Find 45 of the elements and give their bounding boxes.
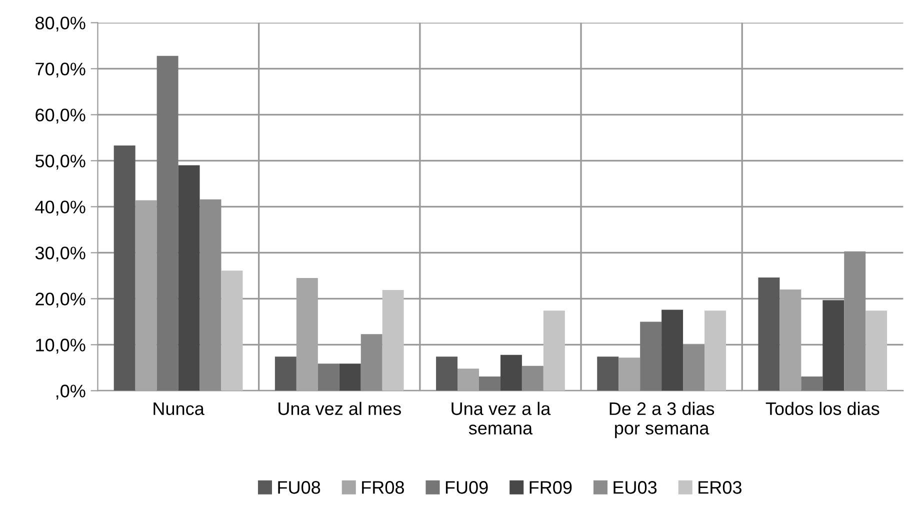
bar — [200, 199, 222, 391]
bar — [500, 354, 522, 391]
y-tick-label: 80,0% — [36, 16, 86, 32]
legend-label: FR09 — [530, 481, 572, 494]
bar — [662, 310, 684, 391]
x-tick-label: Una vez a la semana — [452, 402, 551, 435]
legend-label: EU03 — [614, 481, 657, 494]
x-tick-label: Todos los dias — [766, 402, 880, 416]
bar — [844, 251, 866, 391]
bar — [866, 310, 888, 391]
y-tick-label: 40,0% — [35, 200, 86, 216]
y-tick-label: 20,0% — [36, 292, 86, 308]
bar — [360, 334, 382, 391]
y-tick-label: 60,0% — [36, 108, 86, 124]
legend-label: FU09 — [446, 481, 488, 494]
bar — [156, 56, 178, 391]
bar — [758, 278, 780, 391]
bar — [704, 310, 726, 391]
legend-label: ER03 — [698, 481, 742, 494]
bar — [114, 146, 136, 391]
legend-label: FU08 — [278, 481, 320, 494]
y-tick-label: 50,0% — [35, 154, 86, 170]
bar — [436, 356, 458, 391]
x-tick-label: Nunca — [154, 402, 204, 416]
bar — [339, 364, 361, 391]
bar — [597, 356, 619, 391]
bar — [274, 356, 296, 391]
x-tick-label: De 2 a 3 dias por semana — [610, 402, 714, 438]
bar — [640, 322, 662, 391]
y-tick-label: ,0% — [56, 384, 86, 400]
legend-label: FR08 — [362, 481, 404, 494]
bar — [178, 165, 200, 391]
bar — [801, 376, 823, 391]
bar — [822, 300, 844, 391]
y-tick-label: 70,0% — [36, 62, 86, 78]
y-tick-label: 30,0% — [35, 246, 86, 262]
bar — [318, 364, 340, 391]
y-tick-label: 10,0% — [36, 338, 86, 354]
x-tick-label: Una vez al mes — [278, 402, 401, 416]
bar — [522, 366, 544, 391]
bar — [382, 290, 404, 391]
bar — [221, 270, 243, 391]
bar — [543, 310, 565, 391]
bar — [478, 376, 500, 391]
bar — [683, 344, 705, 391]
